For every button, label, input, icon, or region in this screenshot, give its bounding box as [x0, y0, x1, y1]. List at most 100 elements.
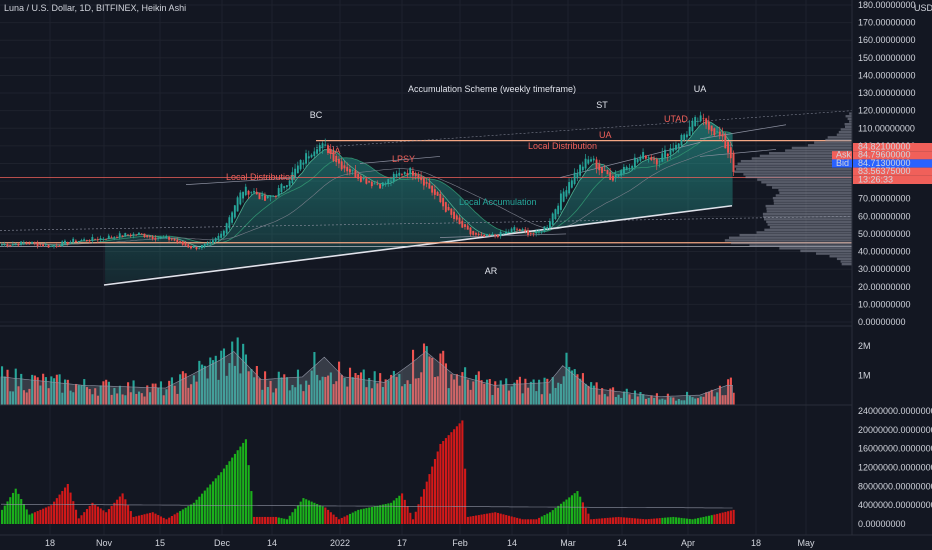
oscillator-bar[interactable]: [118, 496, 121, 524]
candle-body[interactable]: [291, 172, 294, 184]
candle-body[interactable]: [494, 234, 497, 236]
candle-body[interactable]: [354, 170, 357, 178]
oscillator-bar[interactable]: [683, 518, 686, 524]
candle-body[interactable]: [181, 241, 184, 245]
volume-bar[interactable]: [272, 392, 275, 405]
volume-bar[interactable]: [650, 395, 653, 405]
volume-bar[interactable]: [69, 390, 72, 405]
oscillator-bar[interactable]: [658, 518, 661, 524]
candle-body[interactable]: [491, 233, 494, 236]
candle-body[interactable]: [253, 191, 255, 193]
oscillator-bar[interactable]: [80, 515, 83, 524]
candle-body[interactable]: [217, 235, 220, 240]
oscillator-bar[interactable]: [469, 516, 472, 524]
volume-bar[interactable]: [488, 379, 491, 405]
candle-body[interactable]: [3, 244, 6, 245]
candle-body[interactable]: [592, 158, 595, 161]
volume-bar[interactable]: [258, 378, 261, 405]
volume-bar[interactable]: [20, 373, 23, 405]
candle-body[interactable]: [590, 159, 592, 162]
oscillator-bar[interactable]: [538, 517, 541, 524]
candle-body[interactable]: [316, 149, 318, 154]
volume-bar[interactable]: [644, 398, 647, 405]
oscillator-bar[interactable]: [644, 519, 647, 524]
oscillator-bar[interactable]: [636, 518, 639, 524]
oscillator-bar[interactable]: [85, 509, 89, 524]
oscillator-bar[interactable]: [335, 516, 338, 524]
volume-bar[interactable]: [299, 384, 302, 405]
candle-body[interactable]: [85, 239, 88, 241]
oscillator-bar[interactable]: [603, 518, 606, 524]
volume-bar[interactable]: [655, 393, 658, 405]
oscillator-bar[interactable]: [340, 517, 343, 524]
oscillator-bar[interactable]: [14, 488, 17, 524]
candle-body[interactable]: [455, 215, 458, 220]
volume-bar[interactable]: [110, 394, 113, 405]
candle-body[interactable]: [447, 206, 450, 211]
candle-body[interactable]: [31, 241, 34, 244]
candle-body[interactable]: [675, 144, 677, 150]
oscillator-bar[interactable]: [505, 515, 508, 524]
volume-bar[interactable]: [686, 391, 689, 405]
oscillator-bar[interactable]: [412, 519, 415, 524]
candle-body[interactable]: [244, 186, 247, 196]
volume-bar[interactable]: [357, 375, 360, 405]
volume-bar[interactable]: [691, 397, 694, 405]
candle-body[interactable]: [540, 231, 543, 233]
volume-bar[interactable]: [376, 383, 379, 405]
candle-body[interactable]: [601, 167, 603, 174]
oscillator-bar[interactable]: [562, 501, 565, 524]
volume-bar[interactable]: [239, 373, 242, 405]
oscillator-bar[interactable]: [324, 507, 327, 524]
oscillator-bar[interactable]: [549, 512, 552, 524]
oscillator-bar[interactable]: [414, 511, 417, 524]
oscillator-bar[interactable]: [609, 517, 612, 524]
candle-body[interactable]: [138, 232, 140, 235]
oscillator-bar[interactable]: [247, 465, 250, 524]
volume-bar[interactable]: [192, 375, 195, 405]
volume-bar[interactable]: [403, 384, 406, 405]
candle-body[interactable]: [296, 165, 299, 174]
oscillator-bar[interactable]: [296, 505, 300, 524]
volume-bar[interactable]: [165, 389, 168, 405]
candle-body[interactable]: [420, 176, 423, 181]
volume-bar[interactable]: [244, 354, 247, 405]
candle-body[interactable]: [442, 197, 445, 207]
volume-bar[interactable]: [58, 374, 61, 405]
oscillator-bar[interactable]: [168, 517, 171, 524]
chart-annotations[interactable]: Accumulation Scheme (weekly timeframe) B…: [226, 84, 706, 276]
oscillator-bar[interactable]: [475, 515, 478, 524]
volume-bar[interactable]: [612, 387, 615, 405]
candle-body[interactable]: [357, 173, 360, 179]
volume-bar[interactable]: [540, 394, 543, 405]
volume-bar[interactable]: [606, 396, 609, 405]
oscillator-bar[interactable]: [647, 519, 650, 524]
candle-body[interactable]: [66, 242, 69, 245]
oscillator-bar[interactable]: [546, 513, 549, 524]
volume-bar[interactable]: [118, 385, 121, 405]
volume-bar[interactable]: [44, 377, 47, 405]
oscillator-bar[interactable]: [590, 519, 593, 524]
candle-body[interactable]: [250, 192, 253, 194]
candle-body[interactable]: [417, 174, 420, 179]
oscillator-bar[interactable]: [631, 518, 634, 524]
volume-bar[interactable]: [159, 381, 163, 405]
oscillator-bar[interactable]: [527, 519, 530, 524]
candle-body[interactable]: [96, 239, 99, 241]
volume-bar[interactable]: [713, 396, 716, 405]
volume-bar[interactable]: [401, 386, 404, 405]
volume-bar[interactable]: [138, 391, 141, 405]
oscillator-bar[interactable]: [69, 492, 72, 524]
oscillator-bar[interactable]: [699, 517, 702, 524]
oscillator-bar[interactable]: [368, 507, 371, 524]
candle-body[interactable]: [346, 166, 349, 172]
candle-body[interactable]: [727, 141, 729, 153]
volume-bar[interactable]: [716, 392, 719, 405]
candle-body[interactable]: [239, 192, 242, 205]
candle-body[interactable]: [299, 159, 302, 170]
volume-bar[interactable]: [190, 384, 193, 405]
volume-bar[interactable]: [255, 366, 258, 405]
candle-body[interactable]: [44, 244, 47, 246]
candle-body[interactable]: [436, 192, 439, 196]
candle-body[interactable]: [129, 234, 132, 236]
